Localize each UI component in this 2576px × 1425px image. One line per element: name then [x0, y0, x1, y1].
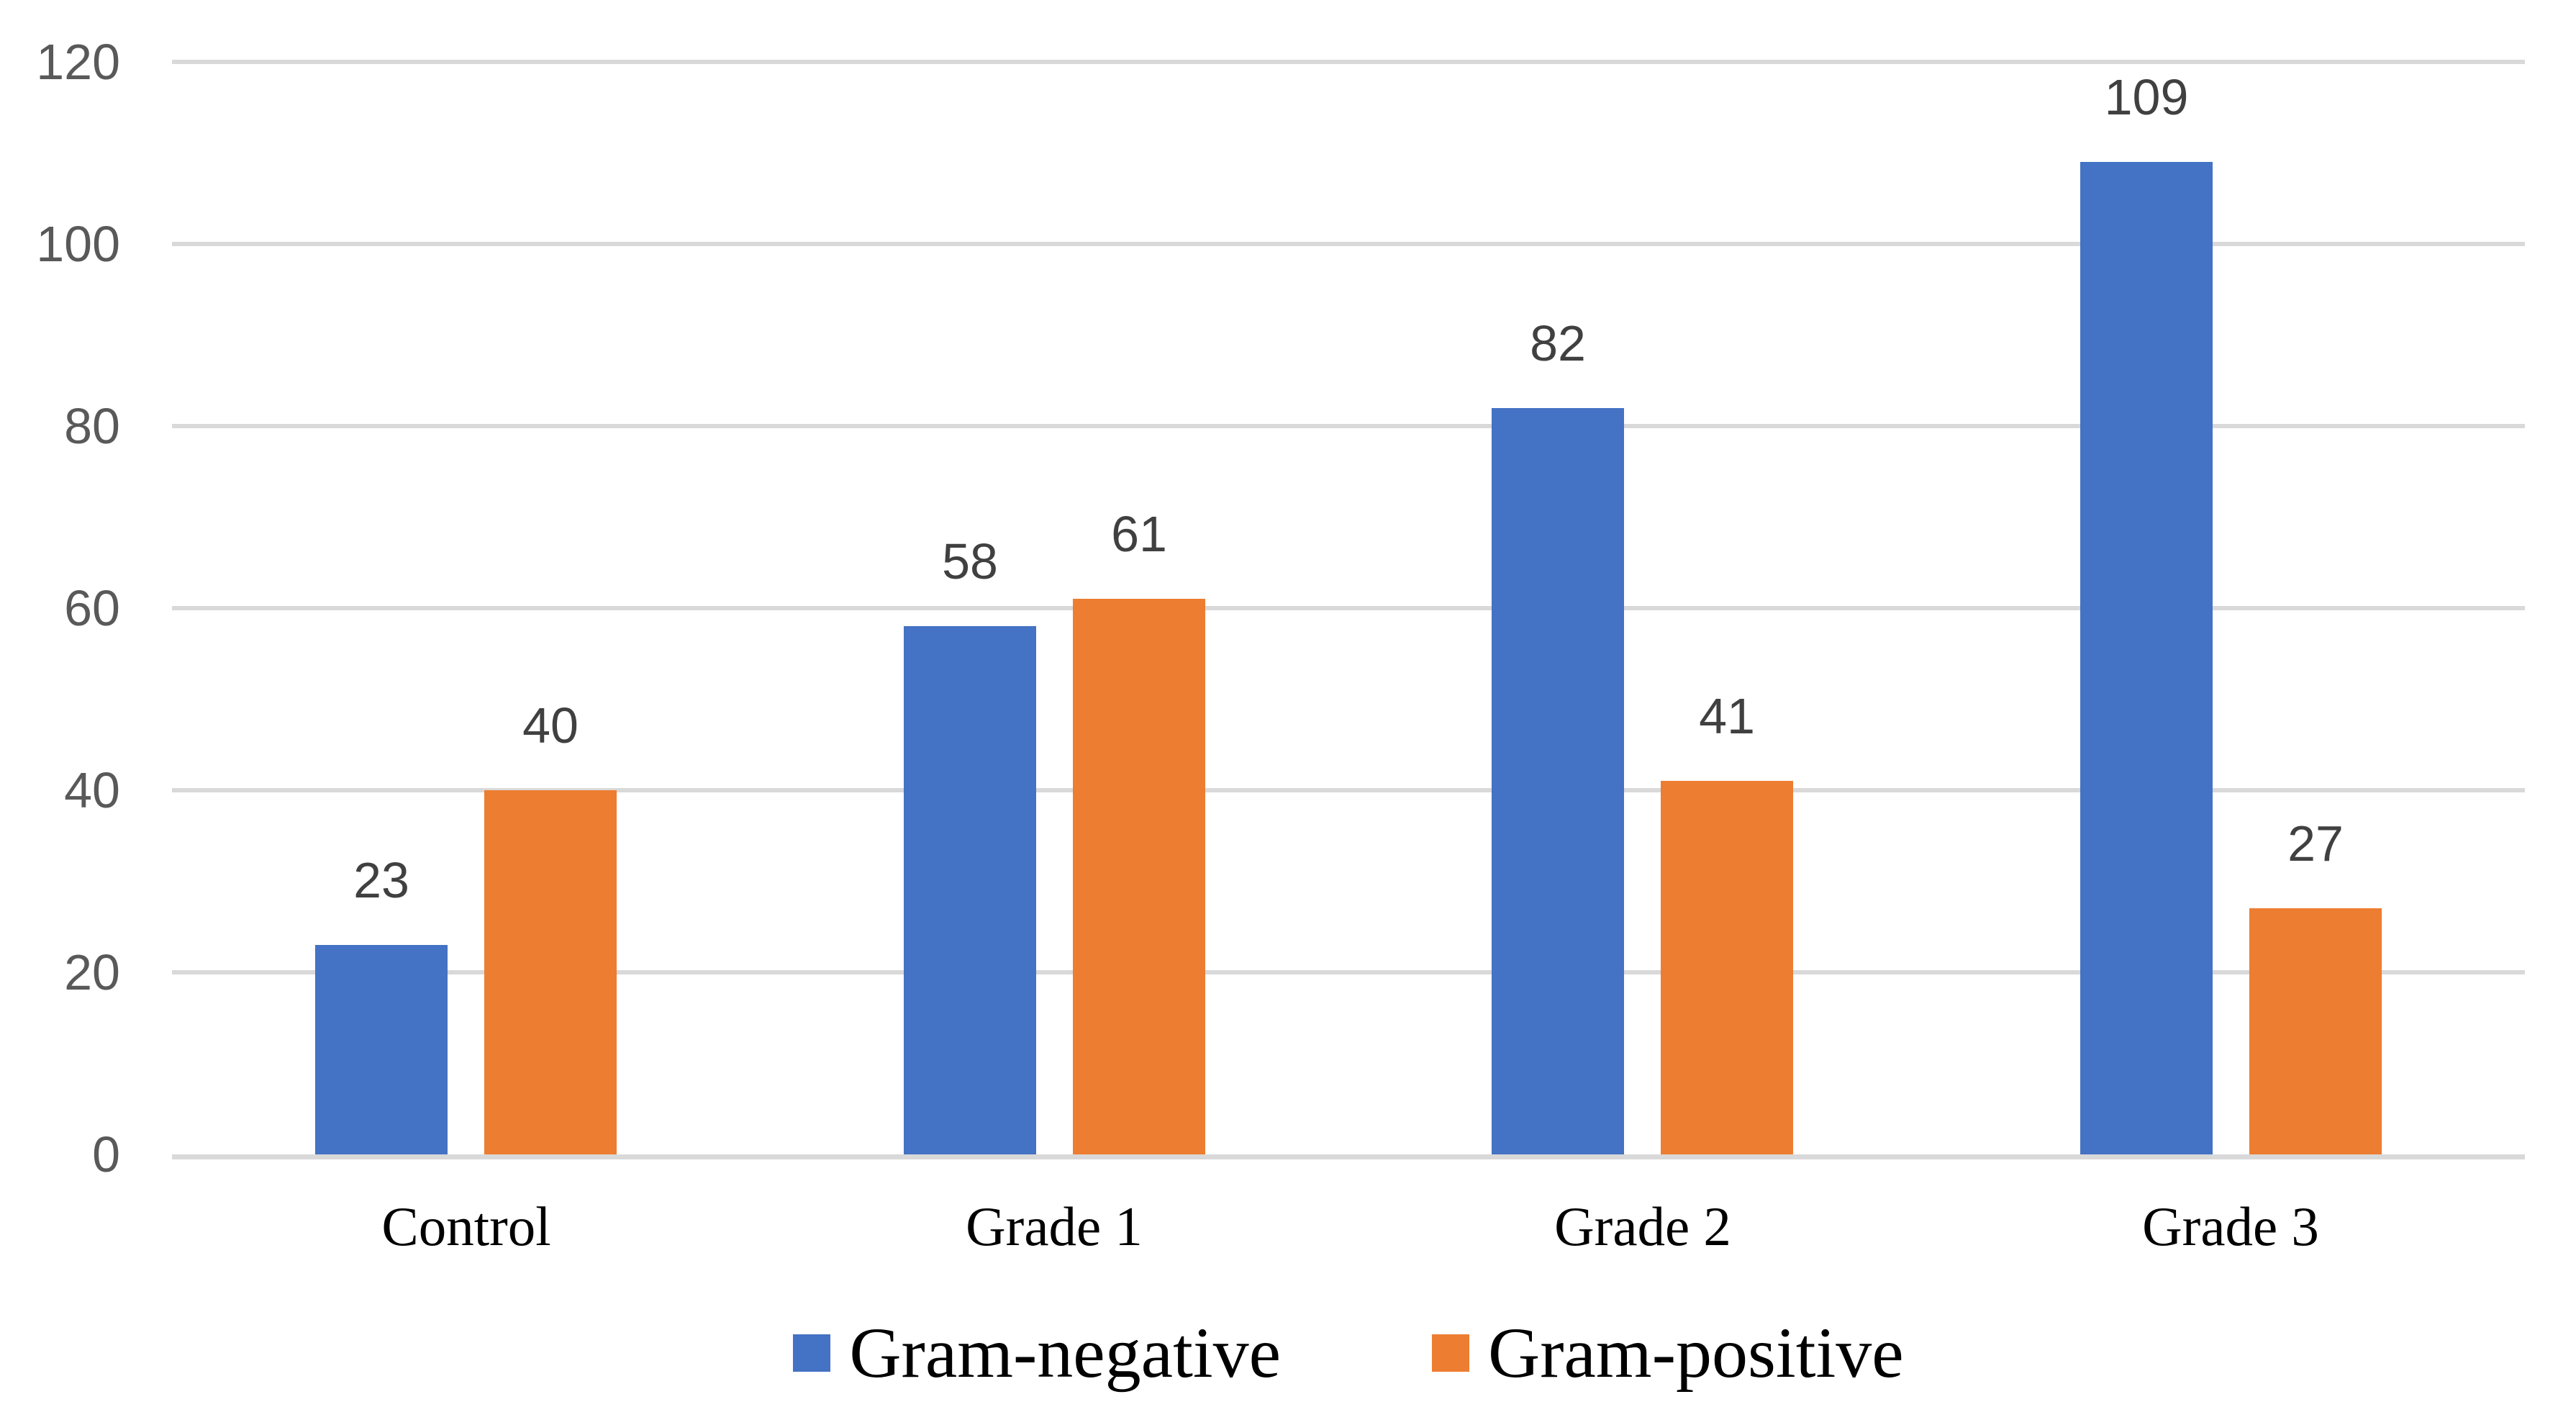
y-axis-tick-label: 20	[64, 944, 120, 1000]
data-label: 61	[1111, 506, 1167, 562]
gridline	[172, 242, 2525, 246]
bar-gram-positive	[1661, 781, 1793, 1154]
legend-label: Gram-positive	[1488, 1313, 1904, 1393]
y-axis-tick-label: 60	[64, 580, 120, 636]
legend: Gram-negative Gram-positive	[172, 1317, 2525, 1389]
x-axis-category-label: Grade 1	[966, 1195, 1143, 1257]
gridline	[172, 60, 2525, 64]
bar-gram-positive	[484, 790, 617, 1154]
x-axis-line	[172, 1154, 2525, 1159]
bar-gram-negative	[904, 626, 1036, 1154]
y-axis-tick-label: 0	[92, 1126, 120, 1182]
legend-swatch-gram-positive	[1432, 1334, 1470, 1372]
y-axis-tick-label: 80	[64, 398, 120, 454]
gridline	[172, 424, 2525, 428]
data-label: 27	[2287, 815, 2344, 872]
legend-item-gram-positive: Gram-positive	[1432, 1317, 1904, 1389]
legend-swatch-gram-negative	[793, 1334, 831, 1372]
data-label: 58	[942, 533, 998, 589]
data-label: 41	[1699, 688, 1755, 744]
bar-gram-negative	[2080, 162, 2213, 1154]
bar-gram-positive	[1073, 599, 1205, 1154]
gridline	[172, 606, 2525, 610]
data-label: 23	[353, 852, 409, 908]
bar-gram-positive	[2249, 908, 2382, 1154]
x-axis-category-label: Grade 2	[1554, 1195, 1731, 1257]
gridline	[172, 970, 2525, 974]
y-axis-tick-label: 120	[36, 34, 120, 90]
y-axis-tick-label: 40	[64, 762, 120, 818]
x-axis-category-label: Grade 3	[2142, 1195, 2319, 1257]
y-axis-tick-label: 100	[36, 216, 120, 272]
bar-gram-negative	[1492, 408, 1624, 1154]
legend-item-gram-negative: Gram-negative	[793, 1317, 1281, 1389]
legend-label: Gram-negative	[849, 1313, 1282, 1393]
data-label: 40	[522, 697, 579, 754]
bar-gram-negative	[315, 945, 448, 1154]
data-label: 109	[2104, 69, 2189, 125]
gridline	[172, 788, 2525, 792]
x-axis-category-label: Control	[381, 1195, 551, 1257]
data-label: 82	[1530, 315, 1586, 371]
